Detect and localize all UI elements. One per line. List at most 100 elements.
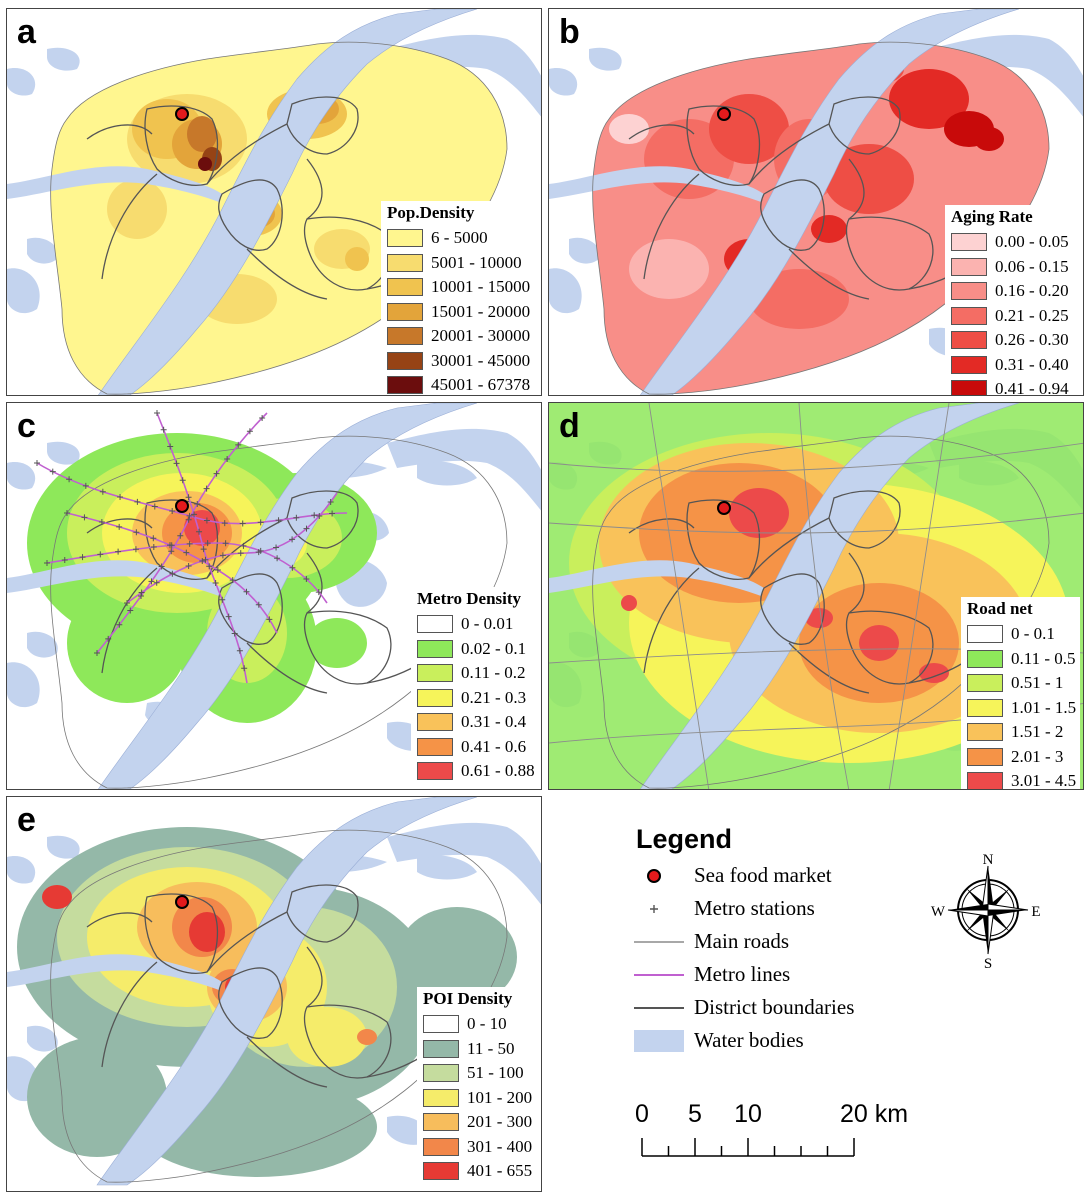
legend-title: Pop.Density	[387, 203, 475, 222]
legend-class-row: 0.11 - 0.2	[417, 661, 535, 686]
legend-class-label: 2.01 - 3	[1011, 746, 1064, 766]
legend-class-row: 3.01 - 4.5	[967, 769, 1076, 789]
legend-swatch	[423, 1162, 459, 1181]
legend-class-label: 5001 - 10000	[431, 252, 522, 272]
metro-line-icon	[632, 963, 686, 987]
legend-class-label: 0 - 0.01	[461, 614, 514, 634]
legend-swatch	[423, 1039, 459, 1058]
legend-swatch	[423, 1113, 459, 1132]
legend-poi-density: POI Density 0 - 10 11 - 50 51 - 100 101 - 20…	[417, 987, 537, 1186]
legend-items: Sea food market Metro stations Main roads M…	[632, 859, 932, 1057]
legend-class-row: 0 - 0.1	[967, 622, 1076, 647]
legend-item-road: Main roads	[632, 925, 932, 958]
legend-class-row: 0.02 - 0.1	[417, 637, 535, 662]
legend-item-station: Metro stations	[632, 892, 932, 925]
legend-item-metro-line: Metro lines	[632, 958, 932, 991]
compass-w: W	[931, 904, 946, 920]
legend-swatch	[387, 376, 423, 395]
seafood-market-marker	[175, 107, 189, 121]
legend-class-label: 45001 - 67378	[431, 375, 531, 395]
water-icon	[632, 1029, 686, 1053]
legend-swatch	[423, 1015, 459, 1034]
legend-class-label: 0.21 - 0.25	[995, 305, 1069, 325]
legend-class-row: 0.31 - 0.4	[417, 710, 535, 735]
legend-class-row: 15001 - 20000	[387, 300, 530, 325]
legend-class-label: 20001 - 30000	[431, 326, 531, 346]
scale-bar-label: 5	[688, 1100, 702, 1128]
legend-class-row: 1.01 - 1.5	[967, 696, 1076, 721]
panel-e-poi-density: e POI Density 0 - 10 11 - 50 51 - 100 101 - …	[6, 796, 542, 1192]
legend-class-row: 0.16 - 0.20	[951, 279, 1069, 304]
legend-title: POI Density	[423, 989, 513, 1008]
legend-class-label: 301 - 400	[467, 1136, 533, 1156]
legend-swatch	[387, 278, 423, 297]
legend-swatch	[417, 639, 453, 658]
district-boundaries	[50, 829, 508, 1183]
road-icon	[632, 930, 686, 954]
panel-letter: c	[17, 407, 36, 445]
legend-class-label: 0.16 - 0.20	[995, 281, 1069, 301]
compass-n: N	[983, 852, 994, 868]
legend-class-label: 1.51 - 2	[1011, 722, 1064, 742]
legend-class-label: 201 - 300	[467, 1112, 533, 1132]
panel-letter: b	[559, 13, 580, 51]
panel-letter: d	[559, 407, 580, 445]
panel-d-road-net: d Road net 0 - 0.1 0.11 - 0.5 0.51 - 1 1.01 …	[548, 402, 1084, 790]
legend-metro-density: Metro Density 0 - 0.01 0.02 - 0.1 0.11 - 0.…	[411, 587, 539, 786]
legend-title: Metro Density	[417, 589, 522, 608]
market-icon	[632, 864, 686, 888]
legend-class-row: 10001 - 15000	[387, 275, 530, 300]
legend-class-row: 0.61 - 0.88	[417, 759, 535, 784]
legend-swatch	[423, 1064, 459, 1083]
legend-item-water: Water bodies	[632, 1024, 932, 1057]
legend-class-row: 0.51 - 1	[967, 671, 1076, 696]
legend-class-row: 45001 - 67378	[387, 373, 531, 395]
legend-class-row: 0.41 - 0.94	[951, 377, 1069, 395]
district-icon	[632, 996, 686, 1020]
river	[7, 403, 478, 789]
river	[549, 403, 1020, 789]
legend-swatch	[417, 762, 453, 781]
main-legend: Legend Sea food market Metro stations Main…	[632, 824, 932, 1057]
legend-class-row: 2.01 - 3	[967, 745, 1076, 770]
panel-letter: e	[17, 801, 36, 839]
legend-class-row: 0.06 - 0.15	[951, 255, 1069, 280]
legend-item-label: Metro lines	[694, 962, 791, 986]
scale-bar: 0 5 10 20 km	[632, 1092, 942, 1172]
panel-a-population-density: a Pop.Density 6 - 5000 5001 - 10000 10001 -…	[6, 8, 542, 396]
legend-swatch	[967, 772, 1003, 789]
legend-class-label: 0.11 - 0.5	[1011, 648, 1076, 668]
legend-class-row: 30001 - 45000	[387, 349, 530, 374]
legend-swatch	[967, 723, 1003, 742]
legend-class-row: 0.00 - 0.05	[951, 230, 1069, 255]
river	[549, 9, 1020, 395]
legend-class-row: 0.11 - 0.5	[967, 647, 1076, 672]
panel-letter: a	[17, 13, 36, 51]
legend-class-label: 0.02 - 0.1	[461, 638, 527, 658]
legend-swatch	[387, 302, 423, 321]
legend-class-label: 401 - 655	[467, 1161, 533, 1181]
legend-item-market: Sea food market	[632, 859, 932, 892]
legend-swatch	[951, 233, 987, 252]
seafood-market-marker	[175, 895, 189, 909]
legend-class-row: 101 - 200	[423, 1086, 532, 1111]
legend-swatch	[417, 737, 453, 756]
compass-main-points	[947, 865, 1029, 955]
legend-class-row: 401 - 655	[423, 1159, 532, 1184]
legend-class-row: 0.21 - 0.3	[417, 686, 535, 711]
legend-class-row: 301 - 400	[423, 1135, 532, 1160]
legend-swatch	[951, 282, 987, 301]
legend-class-row: 0.26 - 0.30	[951, 328, 1069, 353]
legend-swatch	[417, 713, 453, 732]
metro-stations	[34, 410, 336, 672]
legend-item-label: Water bodies	[694, 1028, 804, 1052]
legend-title: Legend	[636, 824, 733, 854]
legend-class-row: 1.51 - 2	[967, 720, 1076, 745]
river	[7, 797, 478, 1186]
legend-title: Aging Rate	[951, 207, 1033, 226]
legend-class-row: 201 - 300	[423, 1110, 532, 1135]
legend-class-row: 51 - 100	[423, 1061, 532, 1086]
legend-swatch	[951, 331, 987, 350]
legend-item-district: District boundaries	[632, 991, 932, 1024]
legend-class-row: 0.41 - 0.6	[417, 735, 535, 760]
